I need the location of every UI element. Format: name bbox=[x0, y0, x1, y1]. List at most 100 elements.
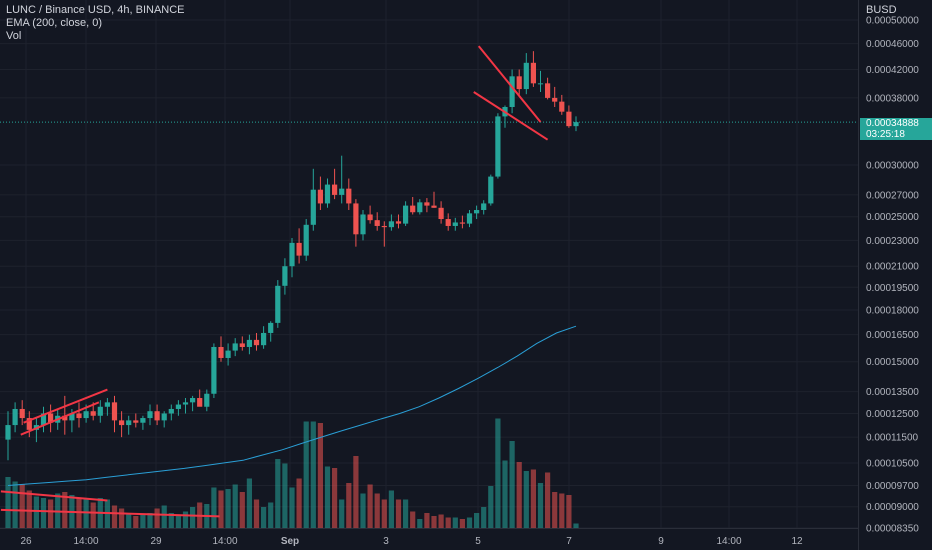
time-tick-label: 9 bbox=[658, 536, 664, 547]
volume-bar bbox=[516, 462, 522, 528]
volume-bar bbox=[339, 499, 345, 528]
volume-bar bbox=[12, 481, 18, 528]
price-tick-label: 0.00021000 bbox=[866, 262, 919, 273]
candle-body bbox=[19, 408, 25, 419]
time-tick-label: 14:00 bbox=[716, 536, 741, 547]
time-tick-label: 12 bbox=[791, 536, 803, 547]
candle-body bbox=[268, 322, 274, 333]
time-tick-label: 5 bbox=[475, 536, 481, 547]
time-tick-label: 3 bbox=[383, 536, 389, 547]
time-scale-panel bbox=[0, 528, 858, 550]
price-tick-label: 0.00011500 bbox=[866, 433, 919, 444]
volume-bar bbox=[289, 487, 295, 528]
volume-bar bbox=[175, 514, 181, 528]
ema-indicator-label[interactable]: EMA (200, close, 0) bbox=[6, 17, 102, 29]
candle-body bbox=[566, 111, 572, 127]
price-tick-label: 0.00018000 bbox=[866, 305, 919, 316]
price-tick-label: 0.00010500 bbox=[866, 458, 919, 469]
candle-body bbox=[339, 188, 345, 195]
volume-bar bbox=[154, 508, 160, 528]
candle-body bbox=[317, 189, 323, 204]
candle-body bbox=[76, 413, 82, 419]
candle-body bbox=[545, 83, 551, 98]
trendline-drawing bbox=[477, 45, 542, 123]
candle-body bbox=[424, 202, 430, 206]
volume-bar bbox=[317, 423, 323, 528]
volume-bar bbox=[111, 505, 118, 528]
candle-body bbox=[431, 205, 437, 208]
candle-body bbox=[253, 339, 260, 346]
volume-bar bbox=[332, 468, 338, 528]
volume-bar bbox=[275, 459, 281, 528]
candle-body bbox=[133, 420, 139, 423]
volume-bar bbox=[403, 499, 409, 528]
candle-body bbox=[126, 420, 132, 426]
candle-body bbox=[367, 214, 373, 221]
volume-bar bbox=[119, 508, 125, 528]
candle-body bbox=[211, 346, 217, 394]
candle-body bbox=[161, 413, 167, 421]
volume-bar bbox=[133, 516, 139, 528]
last-price-tag: 0.00034888 03:25:18 bbox=[860, 118, 932, 140]
volume-bar bbox=[353, 456, 359, 528]
currency-label: BUSD bbox=[866, 4, 897, 16]
volume-bar bbox=[367, 484, 373, 528]
volume-bar bbox=[246, 478, 252, 528]
price-tick-label: 0.00013500 bbox=[866, 387, 919, 398]
volume-bar bbox=[182, 511, 189, 528]
price-tick-label: 0.00038000 bbox=[866, 93, 919, 104]
price-tick-label: 0.00019500 bbox=[866, 283, 919, 294]
volume-bar bbox=[126, 513, 132, 528]
candle-body bbox=[5, 425, 11, 440]
candle-body bbox=[119, 420, 125, 426]
volume-bar bbox=[388, 490, 394, 528]
candle-body bbox=[310, 189, 316, 225]
volume-bar bbox=[410, 511, 416, 528]
candle-body bbox=[410, 205, 416, 213]
price-tick-label: 0.00015000 bbox=[866, 357, 919, 368]
candle-body bbox=[374, 220, 380, 226]
volume-bar bbox=[225, 489, 231, 528]
candle-body bbox=[552, 97, 558, 102]
volume-bar bbox=[62, 492, 68, 528]
candle-body bbox=[523, 62, 529, 90]
price-tick-label: 0.00050000 bbox=[866, 16, 919, 27]
volume-bar bbox=[417, 519, 423, 528]
candle-body bbox=[140, 418, 146, 423]
candle-body bbox=[225, 350, 231, 358]
symbol-title[interactable]: LUNC / Binance USD, 4h, BINANCE bbox=[6, 4, 185, 16]
volume-bar bbox=[83, 499, 89, 528]
time-tick-label: 29 bbox=[150, 536, 162, 547]
candle-body bbox=[474, 210, 480, 214]
price-tick-label: 0.00046000 bbox=[866, 39, 919, 50]
candle-body bbox=[97, 406, 103, 416]
volume-bar bbox=[90, 502, 96, 528]
time-tick-label: 7 bbox=[566, 536, 572, 547]
candle-body bbox=[509, 76, 515, 108]
candle-body bbox=[452, 222, 458, 226]
candle-body bbox=[417, 202, 423, 213]
candle-body bbox=[190, 398, 196, 403]
time-tick-label: 14:00 bbox=[212, 536, 237, 547]
volume-indicator-label[interactable]: Vol bbox=[6, 30, 22, 42]
volume-bar bbox=[466, 517, 473, 528]
price-tick-label: 0.00012500 bbox=[866, 409, 919, 420]
volume-bar bbox=[282, 463, 288, 528]
price-tick-label: 0.00009700 bbox=[866, 481, 919, 492]
price-tick-label: 0.00030000 bbox=[866, 160, 919, 171]
candle-body bbox=[83, 411, 89, 419]
volume-bar bbox=[495, 418, 501, 528]
candle-body bbox=[111, 402, 118, 421]
volume-bar bbox=[296, 478, 302, 528]
volume-bar bbox=[438, 514, 444, 528]
candle-body bbox=[381, 225, 387, 228]
volume-bar bbox=[502, 460, 508, 528]
volume-bar bbox=[445, 517, 451, 528]
chart-legend: LUNC / Binance USD, 4h, BINANCE EMA (200… bbox=[6, 4, 185, 43]
volume-bar bbox=[19, 484, 25, 528]
plot-area bbox=[0, 0, 858, 528]
volume-bar bbox=[481, 507, 487, 528]
price-tick-label: 0.00025000 bbox=[866, 212, 919, 223]
candle-body bbox=[168, 408, 174, 414]
